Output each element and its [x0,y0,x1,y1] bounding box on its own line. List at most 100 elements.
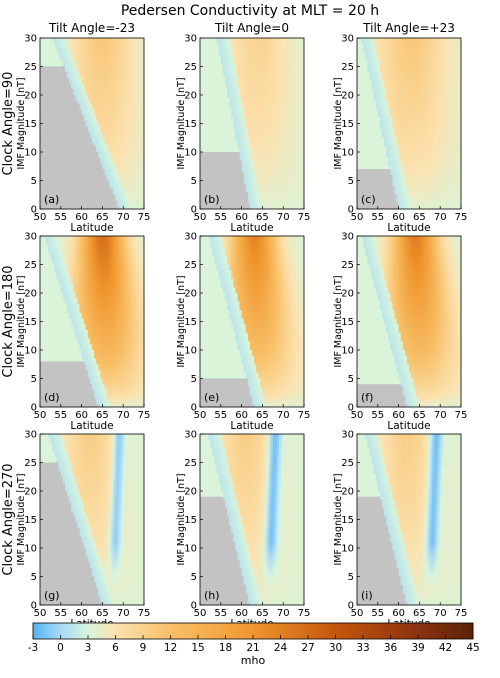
heatmap-cell [54,40,58,45]
heatmap-cell [112,43,116,47]
heatmap-cell [83,66,87,70]
heatmap-cell [96,143,99,147]
heatmap-cell [79,152,82,156]
heatmap-cell [102,149,105,153]
heatmap-cell [64,191,68,196]
heatmap-cell [60,83,64,87]
heatmap-cell [89,109,93,113]
heatmap-cell [121,186,124,190]
heatmap-cell [127,189,130,193]
heatmap-cell [116,194,120,198]
heatmap-cell [58,189,62,193]
heatmap-cell [44,86,47,90]
heatmap-cell [133,80,137,84]
heatmap-cell [119,92,122,96]
heatmap-cell [89,43,93,47]
heatmap-cell [77,132,80,136]
heatmap-cell [52,60,55,65]
heatmap-cell [85,146,89,150]
heatmap-cell [135,117,139,122]
heatmap-cell [133,97,137,102]
heatmap-cell [54,97,58,102]
heatmap-cell [135,92,139,96]
heatmap-cell [100,77,103,82]
heatmap-cell [89,169,93,173]
heatmap-cell [121,109,124,113]
heatmap-cell [121,46,124,50]
heatmap-cell [125,180,128,184]
heatmap-cell [125,126,128,130]
heatmap-cell [79,140,82,144]
heatmap-cell [77,191,80,196]
heatmap-cell [135,174,139,179]
heatmap-cell [58,160,62,164]
heatmap-cell [98,197,101,201]
heatmap-cell [87,143,91,147]
heatmap-cell [56,97,60,102]
heatmap-cell [85,200,89,204]
heatmap-cell [40,152,43,156]
heatmap-cell [110,137,114,141]
heatmap-cell [75,57,78,62]
heatmap-cell [135,112,139,116]
heatmap-cell [98,123,101,127]
heatmap-cell [96,189,99,193]
heatmap-cell [71,106,74,110]
heatmap-cell [108,143,112,147]
heatmap-cell [40,134,43,139]
heatmap-cell [137,186,141,190]
heatmap-cell [87,52,91,56]
heatmap-cell [71,171,74,176]
heatmap-cell [112,46,116,50]
heatmap-cell [123,166,126,170]
heatmap-cell [125,69,128,73]
heatmap-cell [75,114,78,119]
heatmap-cell [100,171,103,176]
heatmap-cell [83,95,87,99]
heatmap-cell [50,186,53,190]
heatmap-cell [92,83,95,87]
heatmap-cell [119,160,122,164]
heatmap-cell [104,169,107,173]
heatmap-cell [116,95,120,99]
heatmap-cell [104,149,107,153]
heatmap-cell [110,183,114,187]
heatmap-cell [100,83,103,87]
heatmap-cell [44,137,47,141]
heatmap-cell [129,86,132,90]
heatmap-cell [52,200,55,204]
heatmap-cell [54,66,58,70]
heatmap-cell [106,163,110,167]
heatmap-cell [85,103,89,107]
heatmap-cell [56,83,60,87]
heatmap-cell [44,157,47,161]
heatmap-cell [131,154,134,159]
heatmap-cell [67,149,70,153]
heatmap-cell [60,46,64,50]
heatmap-cell [106,166,110,170]
heatmap-cell [135,55,139,59]
heatmap-cell [62,57,66,62]
heatmap-cell [112,117,116,122]
heatmap-cell [98,134,101,139]
heatmap-cell [89,38,93,42]
heatmap-cell [110,109,114,113]
heatmap-cell [69,106,72,110]
heatmap-cell [92,86,95,90]
heatmap-cell [141,40,145,45]
heatmap-cell [60,157,64,161]
heatmap-cell [92,117,95,122]
heatmap-cell [110,157,114,161]
heatmap-cell [71,80,74,84]
y-tick-label: 25 [24,62,37,73]
heatmap-cell [114,177,118,181]
heatmap-cell [56,46,60,50]
heatmap-cell [56,126,60,130]
heatmap-cell [52,55,55,59]
heatmap-cell [121,200,124,204]
heatmap-cell [116,180,120,184]
heatmap-cell [54,126,58,130]
heatmap-cell [52,106,55,110]
heatmap-cell [123,97,126,102]
heatmap-cell [81,89,85,93]
